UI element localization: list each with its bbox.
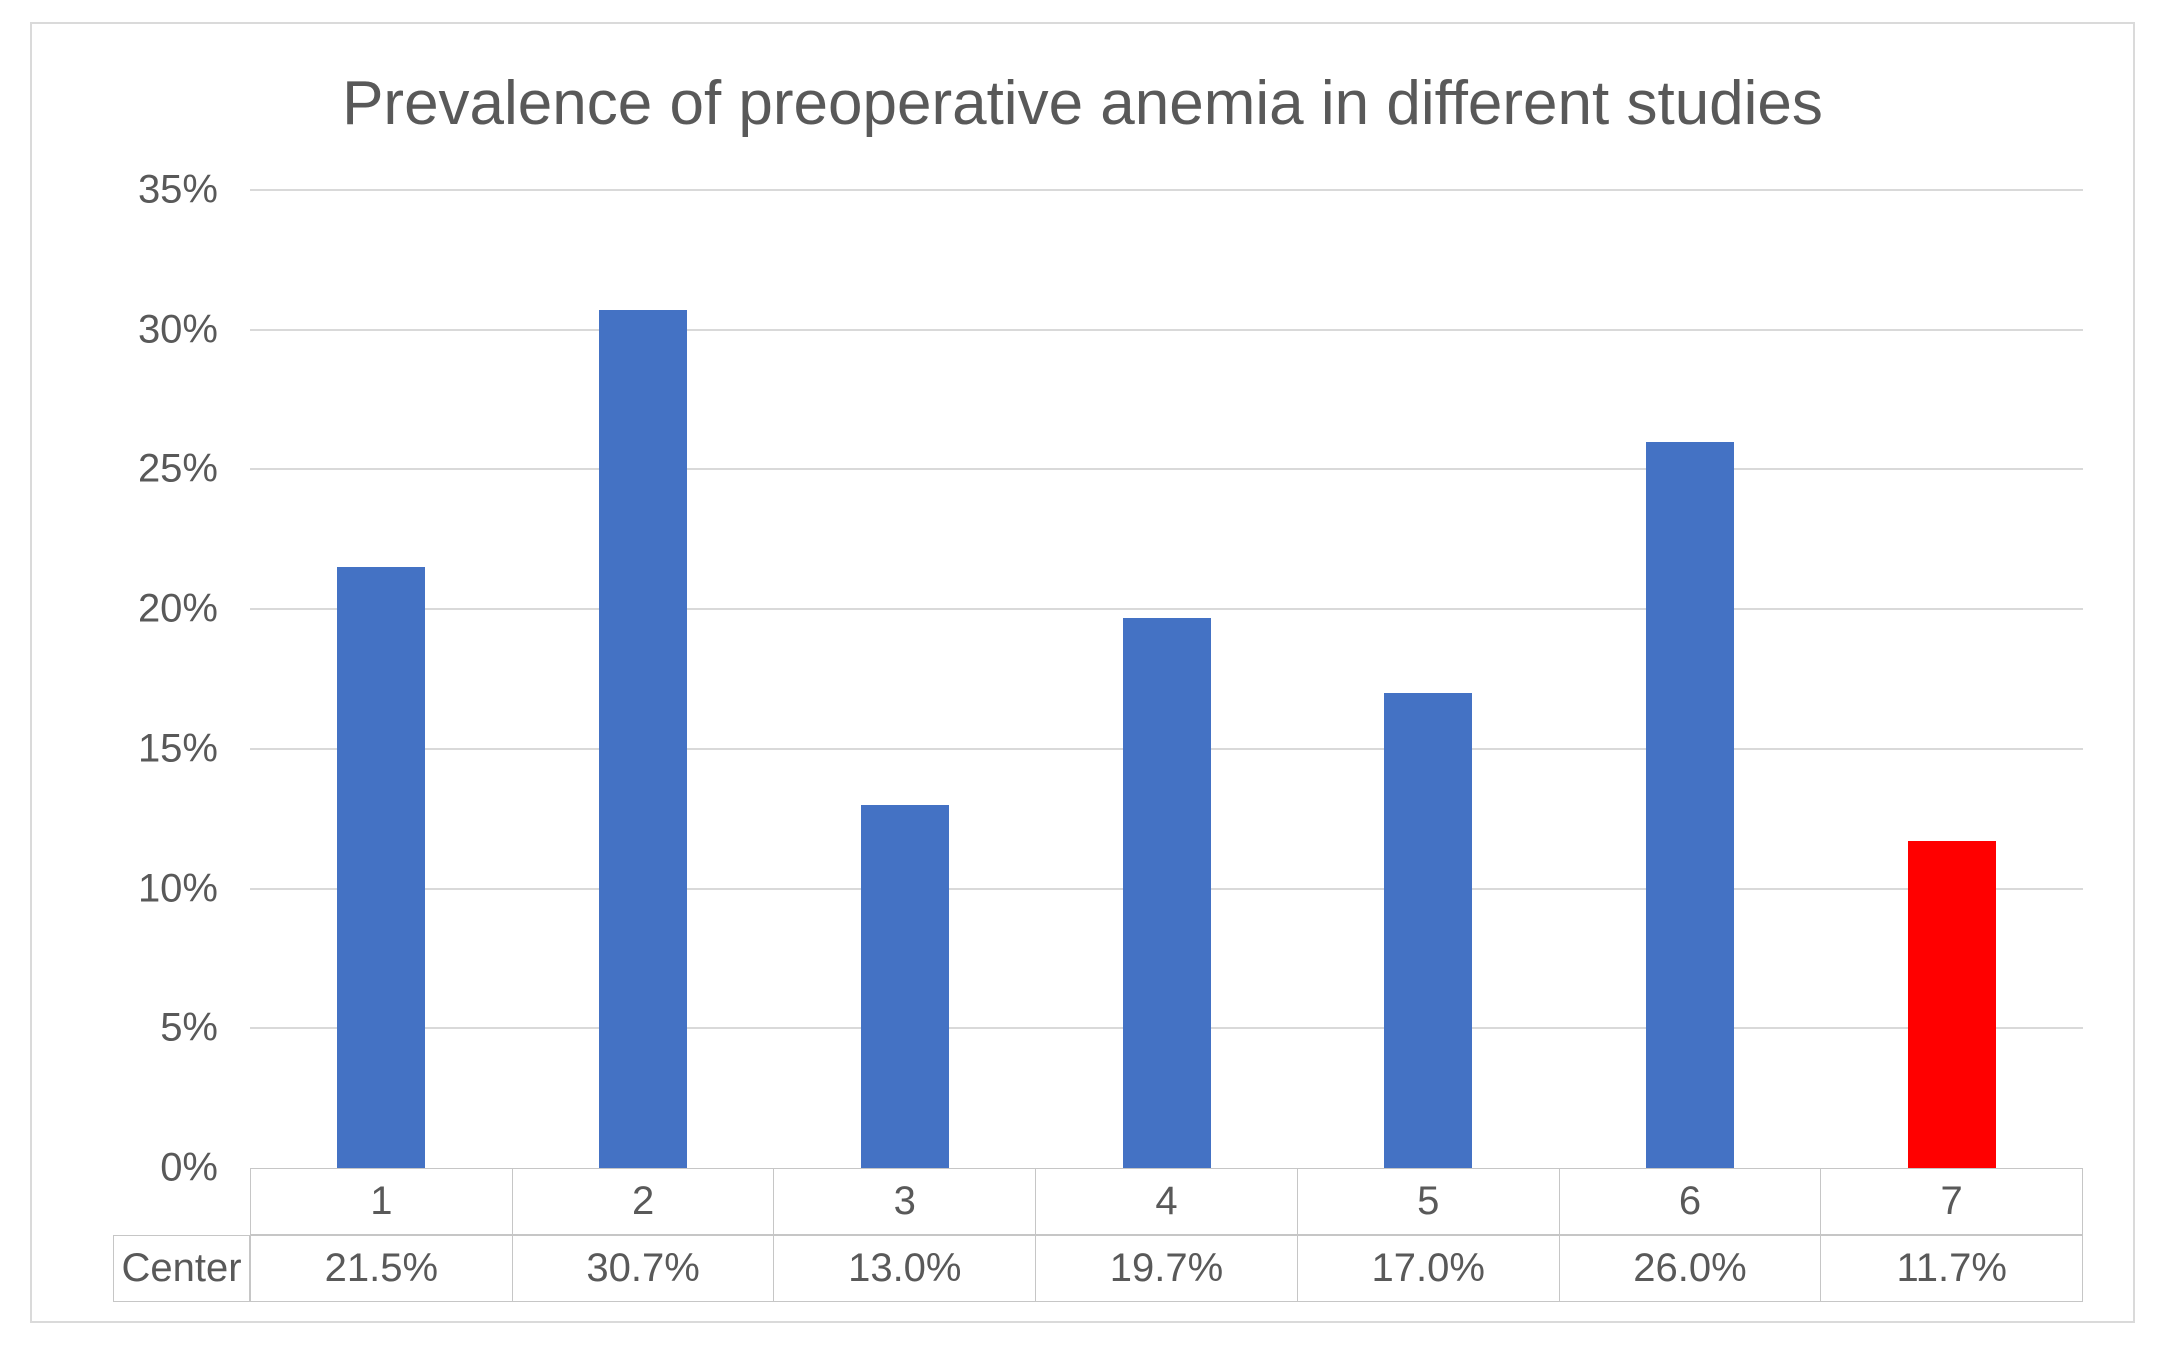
chart-title: Prevalence of preoperative anemia in dif…	[342, 69, 1823, 138]
bar-category-5	[1384, 692, 1473, 1168]
data-table-row: 21.5% 30.7% 13.0% 19.7% 17.0% 26.0% 11.7%	[250, 1235, 2084, 1302]
table-cell-1: 21.5%	[250, 1235, 513, 1302]
table-cell-7: 11.7%	[1821, 1235, 2084, 1302]
y-tick-label-0: 0%	[160, 1145, 218, 1190]
bar-category-6	[1646, 441, 1735, 1168]
y-tick-label-10: 10%	[137, 866, 218, 911]
gridline-25	[250, 468, 2083, 471]
y-tick-label-35: 35%	[137, 167, 218, 212]
table-cell-6: 26.0%	[1559, 1235, 1822, 1302]
table-row-header: Center	[113, 1235, 250, 1302]
table-cell-2: 30.7%	[512, 1235, 775, 1302]
category-label-4: 4	[1036, 1168, 1298, 1235]
bar-category-2	[598, 310, 687, 1168]
table-cell-5: 17.0%	[1297, 1235, 1560, 1302]
y-tick-label-15: 15%	[137, 726, 218, 771]
category-label-2: 2	[512, 1168, 775, 1235]
gridline-30	[250, 328, 2083, 331]
bar-category-3	[860, 804, 949, 1168]
bar-category-4	[1122, 617, 1211, 1168]
table-cell-3: 13.0%	[774, 1235, 1037, 1302]
y-tick-label-25: 25%	[137, 446, 218, 491]
plot-area	[250, 189, 2083, 1168]
bar-category-1	[336, 567, 425, 1168]
category-label-1: 1	[250, 1168, 513, 1235]
y-tick-label-20: 20%	[137, 586, 218, 631]
category-label-5: 5	[1297, 1168, 1560, 1235]
bar-category-7	[1908, 841, 1997, 1168]
y-tick-label-30: 30%	[137, 307, 218, 352]
gridline-35	[250, 189, 2083, 191]
gridline-20	[250, 608, 2083, 611]
category-label-6: 6	[1559, 1168, 1822, 1235]
table-cell-4: 19.7%	[1036, 1235, 1298, 1302]
category-label-7: 7	[1821, 1168, 2084, 1235]
chart-area: Prevalence of preoperative anemia in dif…	[30, 22, 2135, 1323]
category-label-3: 3	[774, 1168, 1037, 1235]
y-tick-label-5: 5%	[160, 1005, 218, 1050]
